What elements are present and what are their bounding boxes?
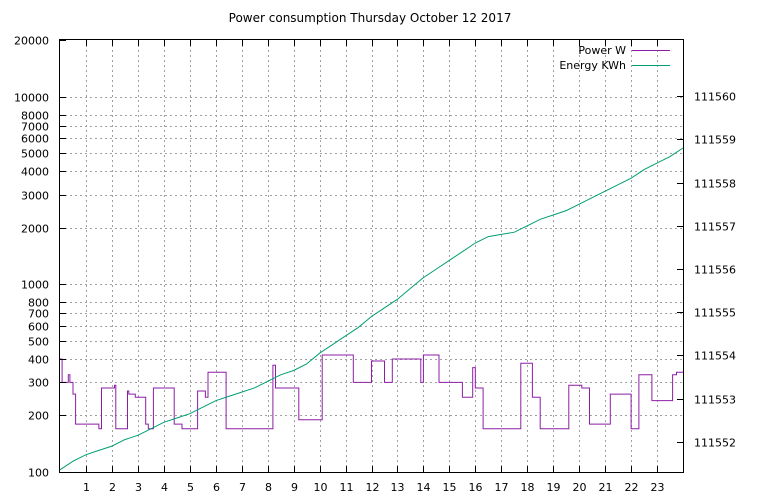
y-tick-label: 8000 <box>21 110 49 123</box>
y-tick-label: 20000 <box>14 35 49 48</box>
y2-tick-label: 111554 <box>694 350 736 363</box>
x-tick-label: 16 <box>469 481 483 494</box>
x-tick-label: 7 <box>239 481 246 494</box>
x-tick-label: 14 <box>417 481 431 494</box>
plot-frame <box>59 39 684 473</box>
x-tick-label: 22 <box>625 481 639 494</box>
chart-title: Power consumption Thursday October 12 20… <box>229 11 512 25</box>
x-tick-label: 23 <box>651 481 665 494</box>
y-tick-label: 600 <box>28 321 49 334</box>
x-tick-label: 19 <box>547 481 561 494</box>
series-line-0 <box>60 354 683 430</box>
y-tick-label: 10000 <box>14 92 49 105</box>
y2-tick-label: 111552 <box>694 437 736 450</box>
y-tick-label: 1000 <box>21 279 49 292</box>
grid-layer <box>60 40 683 472</box>
x-tick-label: 1 <box>83 481 90 494</box>
y-tick-label: 6000 <box>21 133 49 146</box>
x-tick-label: 4 <box>161 481 168 494</box>
x-tick-label: 5 <box>187 481 194 494</box>
legend: Power W Energy KWh <box>559 44 670 72</box>
x-tick-label: 11 <box>340 481 354 494</box>
x-tick-label: 13 <box>391 481 405 494</box>
series-line-1 <box>59 147 684 471</box>
x-tick-label: 10 <box>314 481 328 494</box>
y-tick-label: 300 <box>28 377 49 390</box>
y-tick-label: 4000 <box>21 166 49 179</box>
y-tick-label: 700 <box>28 308 49 321</box>
tick-layer: 1 2 3 4 5 6 7 8 9 10 11 12 13 14 15 16 17 18 19 20 21 22 23100… <box>14 35 736 495</box>
x-tick-label: 8 <box>265 481 272 494</box>
y-tick-label: 500 <box>28 336 49 349</box>
x-tick-label: 2 <box>109 481 116 494</box>
x-tick-label: 12 <box>366 481 380 494</box>
x-tick-label: 17 <box>495 481 509 494</box>
y2-tick-label: 111553 <box>694 394 736 407</box>
series-layer <box>59 147 684 471</box>
y-tick-label: 800 <box>28 297 49 310</box>
y-tick-label: 7000 <box>21 121 49 134</box>
x-tick-label: 15 <box>443 481 457 494</box>
y-tick-label: 400 <box>28 354 49 367</box>
x-tick-label: 3 <box>135 481 142 494</box>
y-tick-label: 5000 <box>21 148 49 161</box>
legend-label: Power W <box>578 44 626 57</box>
y2-tick-label: 111557 <box>694 221 736 234</box>
y2-tick-label: 111560 <box>694 91 736 104</box>
x-tick-label: 20 <box>573 481 587 494</box>
x-tick-label: 9 <box>291 481 298 494</box>
y2-tick-label: 111555 <box>694 307 736 320</box>
x-tick-label: 21 <box>599 481 613 494</box>
y-tick-label: 200 <box>28 410 49 423</box>
x-tick-label: 6 <box>213 481 220 494</box>
y-tick-label: 3000 <box>21 190 49 203</box>
y2-tick-label: 111559 <box>694 134 736 147</box>
y2-tick-label: 111556 <box>694 264 736 277</box>
y2-tick-label: 111558 <box>694 178 736 191</box>
x-tick-label: 18 <box>521 481 535 494</box>
legend-label: Energy KWh <box>559 59 626 72</box>
y-tick-label: 2000 <box>21 223 49 236</box>
y-tick-label: 100 <box>28 467 49 480</box>
